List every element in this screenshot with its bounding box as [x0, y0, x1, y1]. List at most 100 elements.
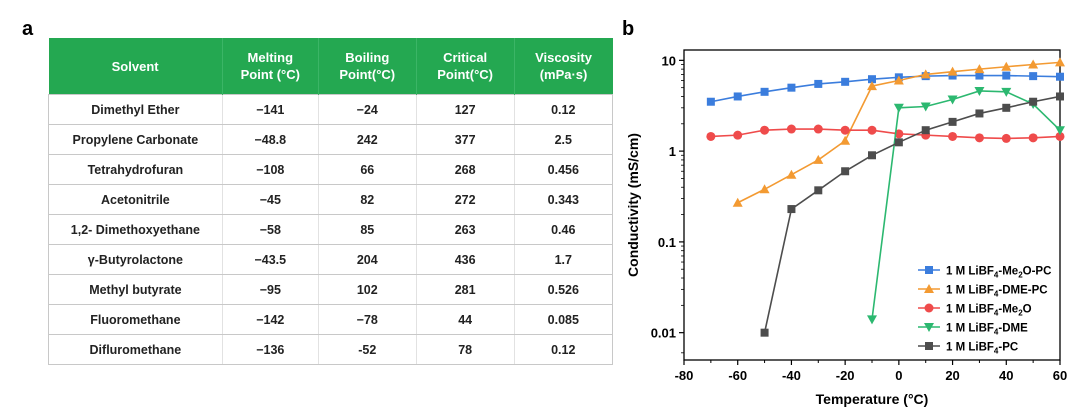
data-point: [920, 102, 931, 112]
legend-label-part: -Me: [998, 304, 1018, 316]
legend-label-part: 1 M LiBF: [946, 304, 994, 316]
data-point: [1028, 133, 1038, 143]
legend-label-part: 4: [994, 347, 999, 356]
data-point: [975, 109, 984, 118]
legend-label: 1 M LiBF4-PC: [946, 342, 1018, 356]
series-line-0: [710, 74, 1061, 103]
data-point: [706, 131, 716, 141]
x-tick-label: 60: [1053, 368, 1067, 383]
table-header-cell: Solvent: [48, 38, 223, 95]
x-tick-label: 40: [999, 368, 1013, 383]
table-cell: −48.8: [222, 124, 319, 155]
x-tick-label: -80: [675, 368, 694, 383]
conductivity-chart: -80 -60 -40 -20 0 20 40 60 0.01 0.1 1 10 Temperature…: [625, 49, 1067, 407]
data-point: [1029, 72, 1038, 81]
table-cell: −78: [318, 304, 417, 335]
legend-label: 1 M LiBF4-DME-PC: [946, 285, 1048, 299]
x-axis-label: Temperature (°C): [816, 391, 929, 407]
data-point: [1029, 97, 1038, 106]
legend-label-part: O: [1023, 304, 1032, 316]
x-tick-label: -60: [728, 368, 747, 383]
data-point: [760, 87, 769, 96]
table-row: Propylene Carbonate −48.8 242 377 2.5: [48, 124, 613, 155]
data-point: [921, 126, 930, 135]
table-cell: Acetonitrile: [48, 184, 223, 215]
table-cell: 66: [318, 154, 417, 185]
data-point: [841, 77, 850, 86]
table-cell: 2.5: [514, 124, 613, 155]
legend-marker: [924, 303, 934, 313]
table-cell: 0.456: [514, 154, 613, 185]
table-row: 1,2- Dimethoxyethane −58 85 263 0.46: [48, 214, 613, 245]
data-point: [868, 75, 876, 84]
data-point: [813, 124, 823, 134]
legend-marker: [924, 284, 934, 293]
legend-label: 1 M LiBF4-DME: [946, 323, 1028, 337]
legend-label-part: 4: [994, 271, 999, 280]
data-point: [787, 205, 796, 214]
panel-label-a: a: [22, 18, 34, 40]
table-cell: 0.085: [514, 304, 613, 335]
table-cell: 127: [416, 94, 515, 125]
data-point: [706, 97, 715, 106]
data-point: [1001, 87, 1012, 97]
table-cell: −141: [222, 94, 319, 125]
data-point: [867, 81, 877, 91]
table-cell: 1,2- Dimethoxyethane: [48, 214, 223, 245]
table-row: Methyl butyrate −95 102 281 0.526: [48, 274, 613, 305]
data-point: [786, 124, 796, 134]
data-point: [948, 131, 958, 141]
data-point: [1002, 71, 1011, 80]
legend-label-part: 4: [994, 328, 999, 337]
data-point: [975, 71, 984, 80]
legend-label-part: 2: [1018, 309, 1023, 318]
table-cell: 281: [416, 274, 515, 305]
table-cell: −58: [222, 214, 319, 245]
data-point: [1002, 103, 1011, 112]
table-cell: −43.5: [222, 244, 319, 275]
y-tick-label: 1: [669, 144, 676, 159]
legend-label-part: -DME-PC: [998, 285, 1047, 297]
table-row: Tetrahydrofuran −108 66 268 0.456: [48, 154, 613, 185]
table-cell: 0.343: [514, 184, 613, 215]
y-axis-label: Conductivity (mS/cm): [625, 133, 641, 277]
table-cell: −95: [222, 274, 319, 305]
data-point: [732, 197, 743, 207]
data-point: [841, 167, 850, 176]
data-point: [813, 154, 824, 164]
table-cell: 268: [416, 154, 515, 185]
data-point: [947, 95, 958, 105]
y-tick-label: 0.01: [651, 326, 676, 341]
data-point: [868, 151, 876, 160]
table-cell: 102: [318, 274, 417, 305]
legend-label-part: -Me: [998, 266, 1018, 278]
table-header-cell: Viscosity (mPa·s): [514, 38, 613, 95]
data-point: [733, 130, 743, 140]
table-header-cell: Melting Point (°C): [222, 38, 319, 95]
table-cell: 272: [416, 184, 515, 215]
table-cell: Fluoromethane: [48, 304, 223, 335]
table-header-row: Solvent Melting Point (°C) Boiling Point(°C)…: [48, 38, 613, 95]
data-point: [974, 133, 984, 143]
data-point: [814, 186, 823, 195]
legend-marker: [925, 266, 933, 274]
table-cell: -52: [318, 334, 417, 365]
table-cell: −136: [222, 334, 319, 365]
table-row: Fluoromethane −142 −78 44 0.085: [48, 304, 613, 335]
table-cell: 78: [416, 334, 515, 365]
table-cell: 204: [318, 244, 417, 275]
table-cell: 0.46: [514, 214, 613, 245]
legend-label: 1 M LiBF4-Me2O-PC: [946, 266, 1051, 280]
table-cell: 436: [416, 244, 515, 275]
data-point: [760, 125, 770, 135]
table-cell: 44: [416, 304, 515, 335]
x-tick-label: -20: [836, 368, 855, 383]
legend-label-part: -DME: [998, 323, 1028, 335]
table-cell: −142: [222, 304, 319, 335]
data-point: [1001, 133, 1011, 143]
table-cell: 85: [318, 214, 417, 245]
data-point: [947, 66, 958, 76]
table-header-cell: Critical Point(°C): [416, 38, 515, 95]
table-row: Difluromethane −136 -52 78 0.12: [48, 334, 613, 365]
table-cell: Difluromethane: [48, 334, 223, 365]
